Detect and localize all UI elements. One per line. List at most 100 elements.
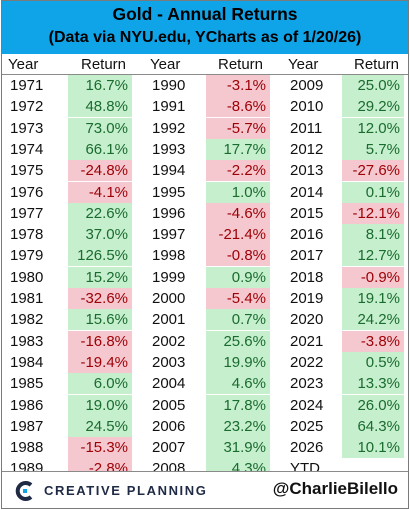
return-cell: -4.6% bbox=[206, 202, 270, 224]
year-cell: 1998 bbox=[152, 247, 186, 265]
year-cell: 2016 bbox=[290, 226, 324, 244]
year-cell: 1995 bbox=[152, 183, 186, 201]
return-cell: 25.0% bbox=[342, 75, 404, 96]
year-cell: 1976 bbox=[10, 183, 44, 201]
year-cell: 1979 bbox=[10, 247, 44, 265]
year-cell: 1981 bbox=[10, 290, 44, 307]
footer: CREATIVE PLANNING @CharlieBilello bbox=[2, 471, 408, 508]
return-cell: 13.3% bbox=[342, 373, 404, 395]
year-cell: 1986 bbox=[10, 396, 44, 414]
page-title: Gold - Annual Returns bbox=[112, 4, 298, 24]
year-cell: 1988 bbox=[10, 439, 44, 457]
col-return-label: Return bbox=[218, 56, 264, 73]
return-cell: 0.1% bbox=[342, 181, 404, 203]
year-cell: 1977 bbox=[10, 204, 44, 222]
year-cell: 2009 bbox=[290, 77, 324, 94]
year-cell: 1992 bbox=[152, 119, 186, 137]
return-cell: 15.2% bbox=[68, 266, 132, 288]
return-cell: 66.1% bbox=[68, 138, 132, 160]
year-cell: 2000 bbox=[152, 290, 186, 307]
return-cell: -24.8% bbox=[68, 160, 132, 182]
year-cell: 2012 bbox=[290, 140, 324, 158]
return-cell: -4.1% bbox=[68, 181, 132, 203]
return-cell: -0.8% bbox=[206, 245, 270, 267]
year-cell: 1980 bbox=[10, 268, 44, 286]
return-cell: -0.9% bbox=[342, 266, 404, 288]
column-header-row: Year Return Year Return Year Return bbox=[2, 54, 408, 75]
year-cell: 1983 bbox=[10, 332, 44, 350]
year-cell: 1972 bbox=[10, 98, 44, 116]
year-cell: 1975 bbox=[10, 162, 44, 180]
year-cell: 2023 bbox=[290, 375, 324, 393]
year-cell: 2013 bbox=[290, 162, 324, 180]
return-cell: 12.0% bbox=[342, 117, 404, 139]
year-cell: 2005 bbox=[152, 396, 186, 414]
year-cell: 1990 bbox=[152, 77, 186, 94]
year-cell: 2002 bbox=[152, 332, 186, 350]
year-cell: 2025 bbox=[290, 417, 324, 435]
return-cell: -15.3% bbox=[68, 437, 132, 459]
year-cell: 2011 bbox=[290, 119, 323, 137]
creative-planning-logo-icon bbox=[15, 481, 33, 501]
return-cell: 19.0% bbox=[68, 394, 132, 416]
return-cell: 0.5% bbox=[342, 351, 404, 373]
return-cell: 16.7% bbox=[68, 75, 132, 96]
year-cell: 2014 bbox=[290, 183, 324, 201]
return-cell: 5.7% bbox=[342, 138, 404, 160]
year-cell: 2001 bbox=[152, 311, 186, 329]
year-cell: 1999 bbox=[152, 268, 186, 286]
year-cell: 1978 bbox=[10, 226, 44, 244]
col-return-label: Return bbox=[81, 56, 127, 73]
col-return-label: Return bbox=[354, 56, 400, 73]
return-cell: -8.6% bbox=[206, 96, 270, 118]
year-cell: 1985 bbox=[10, 375, 44, 393]
year-cell: 1991 bbox=[152, 98, 186, 116]
year-cell: 2024 bbox=[290, 396, 324, 414]
return-cell: 25.6% bbox=[206, 330, 270, 352]
return-cell: -32.6% bbox=[68, 288, 132, 309]
year-cell: 2017 bbox=[290, 247, 324, 265]
year-cell: 1996 bbox=[152, 204, 186, 222]
return-cell: 73.0% bbox=[68, 117, 132, 139]
year-cell: 1994 bbox=[152, 162, 186, 180]
return-cell: 19.9% bbox=[206, 351, 270, 373]
return-cell: 4.6% bbox=[206, 373, 270, 395]
return-cell: -27.6% bbox=[342, 160, 404, 182]
return-cell: -16.8% bbox=[68, 330, 132, 352]
return-cell: 1.0% bbox=[206, 181, 270, 203]
year-cell: 2007 bbox=[152, 439, 186, 457]
year-cell: 1993 bbox=[152, 140, 186, 158]
year-cell: 1971 bbox=[10, 77, 44, 94]
return-cell: -3.1% bbox=[206, 75, 270, 96]
year-cell: 1997 bbox=[152, 226, 186, 244]
return-cell: 10.1% bbox=[342, 437, 404, 459]
return-cell: -3.8% bbox=[342, 330, 404, 352]
return-cell: -5.7% bbox=[206, 117, 270, 139]
year-cell: 2019 bbox=[290, 290, 324, 307]
year-cell: 1982 bbox=[10, 311, 44, 329]
return-cell: 37.0% bbox=[68, 224, 132, 246]
year-cell: 2022 bbox=[290, 353, 324, 371]
page-subtitle: (Data via NYU.edu, YCharts as of 1/20/26… bbox=[48, 29, 362, 46]
return-cell: 12.7% bbox=[342, 245, 404, 267]
year-cell: 2026 YTD bbox=[290, 439, 324, 478]
year-cell: 2004 bbox=[152, 375, 186, 393]
brand-name: CREATIVE PLANNING bbox=[44, 483, 208, 498]
return-cell: 22.6% bbox=[68, 202, 132, 224]
year-cell: 2021 bbox=[290, 332, 324, 350]
return-cell: 48.8% bbox=[68, 96, 132, 118]
return-cell: 24.5% bbox=[68, 415, 132, 437]
author-handle: @CharlieBilello bbox=[272, 479, 398, 498]
return-cell: 26.0% bbox=[342, 394, 404, 416]
col-year-label: Year bbox=[8, 56, 39, 73]
col-year-label: Year bbox=[288, 56, 319, 73]
return-cell: 6.0% bbox=[68, 373, 132, 395]
year-cell: 2020 bbox=[290, 311, 324, 329]
year-cell: 2018 bbox=[290, 268, 324, 286]
return-cell: 29.2% bbox=[342, 96, 404, 118]
return-cell: 17.7% bbox=[206, 138, 270, 160]
return-cell: 31.9% bbox=[206, 437, 270, 459]
year-cell: 1984 bbox=[10, 353, 44, 371]
return-cell: -2.2% bbox=[206, 160, 270, 182]
